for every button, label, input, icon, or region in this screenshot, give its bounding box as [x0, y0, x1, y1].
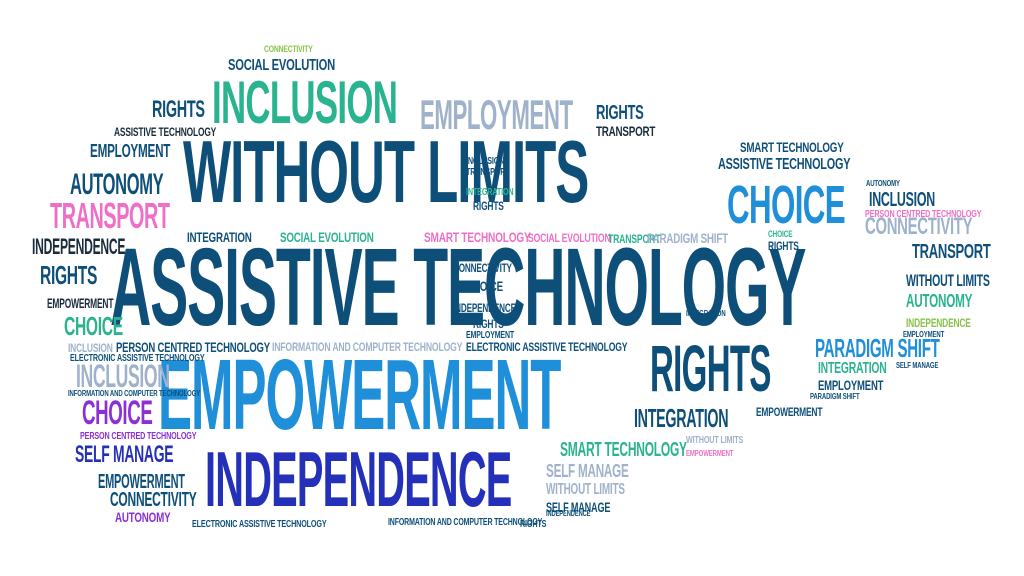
- word-empowerment-large: EMPOWERMENT: [158, 339, 561, 451]
- word-self-manage-lower: SELF MANAGE: [546, 461, 629, 481]
- word-empowerment-lower: EMPOWERMENT: [98, 471, 185, 493]
- word-inclusion-upper-small: INCLUSION: [466, 156, 505, 167]
- word-integration-middle: INTEGRATION: [634, 403, 729, 433]
- word-transport-right: TRANSPORT: [912, 241, 991, 263]
- word-inclusion: INCLUSION: [212, 69, 398, 136]
- word-without-limits-small: WITHOUT LIMITS: [686, 435, 744, 446]
- word-autonomy-small-right: AUTONOMY: [866, 179, 900, 188]
- word-independence-center: INDEPENDENCE: [453, 301, 516, 315]
- word-rights-bottom: RIGHTS: [520, 519, 547, 530]
- word-smart-technology-right: SMART TECHNOLOGY: [740, 139, 844, 155]
- word-independence-left: INDEPENDENCE: [32, 234, 126, 259]
- word-empowerment-left: EMPOWERMENT: [47, 295, 114, 311]
- word-electronic-assistive-technology-bottom: ELECTRONIC ASSISTIVE TECHNOLOGY: [192, 519, 327, 530]
- word-empowerment-pink-small: EMPOWERMENT: [686, 449, 734, 458]
- word-rights-center: RIGHTS: [473, 317, 504, 331]
- word-connectivity-left: CONNECTIVITY: [110, 489, 197, 511]
- word-person-centred-technology-right: PERSON CENTRED TECHNOLOGY: [865, 209, 982, 220]
- word-connectivity-top: CONNECTIVITY: [264, 44, 313, 54]
- word-smart-technology-pink: SMART TECHNOLOGY: [424, 229, 531, 245]
- word-autonomy-right: AUTONOMY: [906, 291, 973, 311]
- word-social-evolution-top: SOCIAL EVOLUTION: [228, 57, 335, 74]
- word-connectivity-center: CONNECTIVITY: [453, 261, 512, 275]
- word-integration-right: INTEGRATION: [818, 360, 887, 377]
- word-smart-technology-lower: SMART TECHNOLOGY: [560, 439, 687, 461]
- word-social-evolution-pink: SOCIAL EVOLUTION: [528, 231, 611, 245]
- word-choice-small-right: CHOICE: [768, 229, 793, 239]
- word-rights-upper-right: RIGHTS: [596, 102, 644, 124]
- word-person-centred-technology-purple: PERSON CENTRED TECHNOLOGY: [80, 431, 197, 442]
- word-rights-upper-small: RIGHTS: [473, 199, 504, 213]
- word-employment-right: EMPLOYMENT: [818, 377, 884, 393]
- word-without-limits-lower: WITHOUT LIMITS: [546, 481, 625, 498]
- word-choice-right: CHOICE: [727, 175, 846, 235]
- word-choice-purple: CHOICE: [82, 394, 153, 432]
- word-person-centred-technology-left: PERSON CENTRED TECHNOLOGY: [116, 339, 270, 355]
- word-choice-left: CHOICE: [64, 311, 123, 341]
- word-autonomy-purple: AUTONOMY: [115, 509, 171, 525]
- word-information-and-computer-technology-mid: INFORMATION AND COMPUTER TECHNOLOGY: [272, 340, 463, 354]
- word-electronic-assistive-technology-mid: ELECTRONIC ASSISTIVE TECHNOLOGY: [466, 340, 628, 354]
- word-assistive-technology-small-top: ASSISTIVE TECHNOLOGY: [114, 125, 217, 139]
- word-inclusion-right: INCLUSION: [869, 189, 935, 211]
- word-connectivity-right: CONNECTIVITY: [865, 213, 973, 240]
- word-paradigm-shift: PARADIGM SHIFT: [815, 333, 940, 363]
- word-paradigm-shift-slate: PARADIGM SHIFT: [647, 230, 728, 246]
- word-empowerment-small-right: EMPOWERMENT: [756, 405, 823, 419]
- word-assistive-technology-right: ASSISTIVE TECHNOLOGY: [718, 156, 851, 173]
- word-self-manage-bottom: SELF MANAGE: [546, 499, 611, 515]
- word-social-evolution-middle: SOCIAL EVOLUTION: [280, 229, 374, 245]
- word-rights-left: RIGHTS: [40, 260, 98, 290]
- word-integration-small-top: INTEGRATION: [187, 229, 252, 245]
- word-integration-small-right: INTEGRATION: [686, 309, 726, 318]
- word-information-and-computer-technology-bottom: INFORMATION AND COMPUTER TECHNOLOGY: [388, 517, 543, 528]
- word-inclusion-small-left: INCLUSION: [68, 341, 113, 355]
- word-rights-right: RIGHTS: [650, 331, 771, 405]
- word-information-and-computer-technology-left: INFORMATION AND COMPUTER TECHNOLOGY: [68, 389, 201, 398]
- word-assistive-technology-large: ASSISTIVE TECHNOLOGY: [110, 226, 807, 349]
- word-independence-bottom-small: INDEPENDENCE: [546, 509, 591, 518]
- word-rights-top: RIGHTS: [152, 96, 205, 123]
- word-without-limits-right: WITHOUT LIMITS: [906, 271, 990, 290]
- word-transport-upper-right: TRANSPORT: [596, 123, 656, 139]
- word-autonomy: AUTONOMY: [70, 168, 164, 201]
- word-without-limits-large: WITHOUT LIMITS: [183, 122, 589, 221]
- word-self-manage-right-small: SELF MANAGE: [896, 361, 939, 370]
- word-employment-left: EMPLOYMENT: [90, 141, 171, 161]
- word-transport-teal: TRANSPORT: [608, 232, 661, 246]
- word-integration-teal-small: INTEGRATION: [466, 187, 514, 198]
- word-transport: TRANSPORT: [50, 195, 170, 236]
- word-employment: EMPLOYMENT: [420, 91, 573, 138]
- word-electronic-assistive-technology-left: ELECTRONIC ASSISTIVE TECHNOLOGY: [70, 353, 205, 364]
- word-independence-right: INDEPENDENCE: [906, 316, 971, 330]
- word-self-manage-left: SELF MANAGE: [75, 441, 174, 468]
- word-paradigm-shift-small: PARADIGM SHIFT: [810, 392, 860, 401]
- word-independence-large: INDEPENDENCE: [205, 435, 512, 523]
- word-employment-right-small: EMPLOYMENT: [903, 330, 945, 339]
- word-transport-upper-small: TRANSPORT: [466, 167, 510, 178]
- word-employment-center: EMPLOYMENT: [466, 330, 514, 341]
- word-choice-center: CHOICE: [466, 278, 503, 294]
- word-rights-small-right: RIGHTS: [768, 239, 799, 253]
- word-inclusion-left: INCLUSION: [76, 358, 170, 394]
